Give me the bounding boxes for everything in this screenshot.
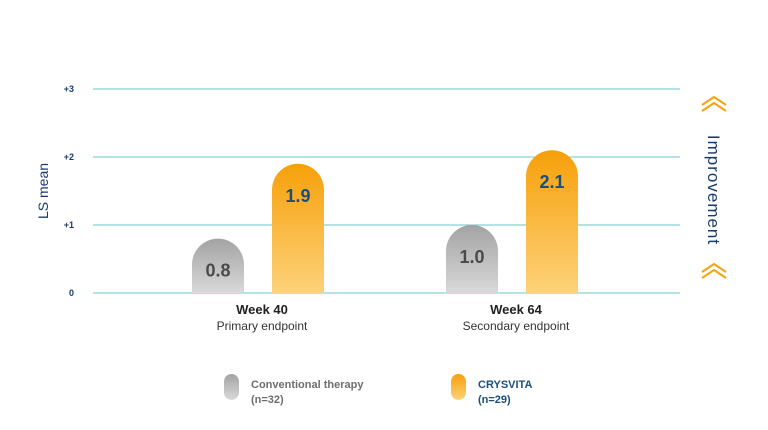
- bar-conventional: [192, 238, 244, 293]
- bar-value-label: 2.1: [539, 172, 564, 192]
- y-tick-label: +3: [64, 84, 74, 94]
- y-tick-label: +1: [64, 220, 74, 230]
- legend-series-name: CRYSVITA: [478, 379, 532, 391]
- bar-value-label: 1.9: [285, 186, 310, 206]
- y-axis-ticks: 0 +1 +2 +3: [64, 84, 74, 298]
- category-sublabel: Primary endpoint: [217, 319, 308, 333]
- y-tick-label: +2: [64, 152, 74, 162]
- legend: Conventional therapy (n=32) CRYSVITA (n=29): [224, 374, 532, 406]
- legend-sample-size: (n=32): [251, 394, 284, 406]
- bar-value-label: 0.8: [205, 261, 230, 281]
- legend-swatch: [451, 374, 466, 400]
- legend-series-name: Conventional therapy: [251, 379, 364, 391]
- improvement-label: Improvement: [704, 135, 723, 245]
- bar-conventional: [446, 225, 498, 293]
- y-tick-label: 0: [69, 288, 74, 298]
- legend-swatch: [224, 374, 239, 400]
- y-axis-label: LS mean: [35, 163, 51, 219]
- category-sublabel: Secondary endpoint: [463, 319, 570, 333]
- double-chevron-up-icon: [701, 262, 727, 279]
- gridlines: [93, 88, 680, 294]
- category-label: Week 40: [236, 302, 288, 317]
- legend-sample-size: (n=29): [478, 394, 511, 406]
- double-chevron-up-icon: [701, 95, 727, 112]
- bar-value-label: 1.0: [459, 247, 484, 267]
- bar-crysvita: [526, 150, 578, 293]
- x-axis-categories: Week 40 Primary endpoint Week 64 Secondary …: [217, 302, 570, 333]
- category-label: Week 64: [490, 302, 543, 317]
- bars: 0.8 1.0 1.9 2.1: [192, 150, 578, 293]
- bar-crysvita: [272, 163, 324, 293]
- improvement-annotation: Improvement: [701, 95, 727, 279]
